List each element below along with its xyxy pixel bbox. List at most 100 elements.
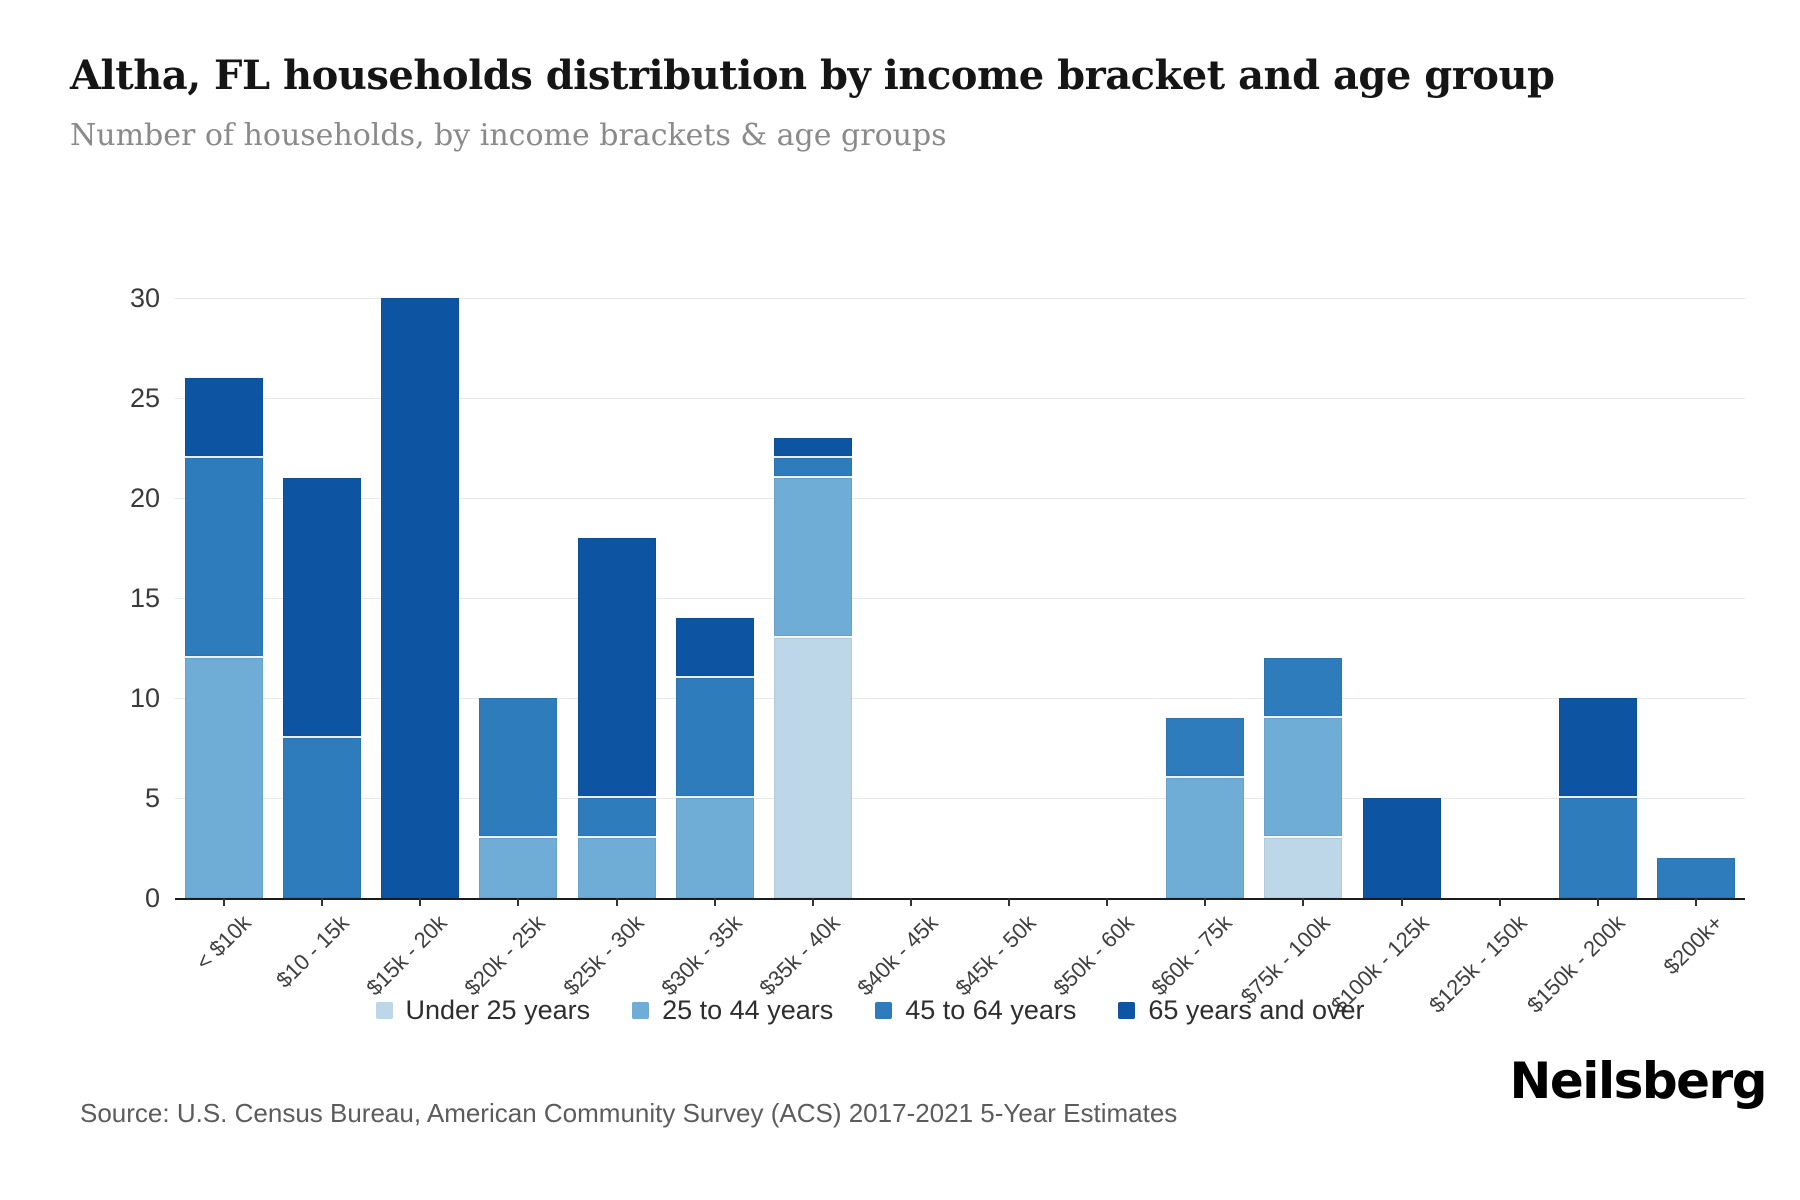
brand-logo: Neilsberg <box>1509 1052 1768 1110</box>
x-axis-tick <box>419 898 422 906</box>
x-axis-tick <box>1596 898 1599 906</box>
bar-segment[interactable] <box>479 698 558 838</box>
legend-item-under-25-years[interactable]: Under 25 years <box>375 995 591 1026</box>
x-axis-tick <box>1400 898 1403 906</box>
bar-segment[interactable] <box>1558 698 1637 798</box>
legend-label: 65 years and over <box>1148 995 1365 1025</box>
y-axis: 0 5 10 15 20 25 30 <box>40 283 160 913</box>
bar-segment[interactable] <box>1264 658 1343 718</box>
bar-segment[interactable] <box>773 478 852 638</box>
bar-segment[interactable] <box>1264 838 1343 898</box>
source-text: Source: U.S. Census Bureau, American Com… <box>80 1098 1178 1128</box>
bar-segment[interactable] <box>1166 778 1245 898</box>
legend-item-25-to-44-years[interactable]: 25 to 44 years <box>632 995 833 1026</box>
bar-column <box>1264 658 1343 898</box>
legend-swatch <box>375 1002 393 1019</box>
bar-segment[interactable] <box>773 638 852 898</box>
x-axis-tick <box>321 898 324 906</box>
x-axis-tick <box>909 898 912 906</box>
x-axis-tick <box>223 898 226 906</box>
x-axis-label: $40k - 45k <box>852 910 943 1001</box>
gridline <box>175 398 1745 399</box>
x-axis-tick <box>1498 898 1501 906</box>
gridline <box>175 598 1745 599</box>
legend-swatch <box>875 1002 893 1019</box>
y-axis-tick-label: 25 <box>129 383 160 413</box>
x-axis-label: $25k - 30k <box>557 910 649 1001</box>
x-axis-tick <box>1204 898 1207 906</box>
bar-column <box>185 378 264 898</box>
x-axis-label: $60k - 75k <box>1146 910 1237 1001</box>
bar-column <box>1558 698 1637 898</box>
bar-segment[interactable] <box>773 438 852 458</box>
y-axis-tick-label: 5 <box>144 783 160 813</box>
bar-segment[interactable] <box>675 678 754 798</box>
bar-segment[interactable] <box>1264 718 1343 838</box>
bar-column <box>1166 718 1245 898</box>
x-axis-tick <box>1302 898 1305 906</box>
x-axis-tick <box>713 898 716 906</box>
gridline <box>175 498 1745 499</box>
bar-column <box>675 618 754 898</box>
bar-segment[interactable] <box>381 298 460 898</box>
x-axis-tick <box>517 898 520 906</box>
legend-swatch <box>1118 1002 1136 1019</box>
y-axis-tick-label: 0 <box>144 883 160 913</box>
gridline <box>175 298 1745 299</box>
bar-segment[interactable] <box>577 838 656 898</box>
x-axis-label: $35k - 40k <box>754 910 845 1001</box>
y-axis-tick-label: 30 <box>129 283 160 313</box>
bar-column <box>773 438 852 898</box>
gridline <box>175 698 1745 699</box>
x-axis-tick <box>615 898 618 906</box>
bar-segment[interactable] <box>185 378 264 458</box>
y-axis-tick-label: 15 <box>129 583 160 613</box>
x-axis-tick <box>1694 898 1697 906</box>
bar-segment[interactable] <box>1558 798 1637 898</box>
bar-column <box>283 478 362 898</box>
x-axis-label: $20k - 25k <box>459 910 551 1001</box>
bar-segment[interactable] <box>185 458 264 658</box>
x-axis-label: $50k - 60k <box>1048 910 1139 1001</box>
x-axis-label: $45k - 50k <box>950 910 1041 1001</box>
bar-segment[interactable] <box>1166 718 1245 778</box>
gridline <box>175 798 1745 799</box>
y-axis-tick-label: 20 <box>129 483 160 513</box>
bar-segment[interactable] <box>577 538 656 798</box>
bar-column <box>577 538 656 898</box>
chart-subtitle: Number of households, by income brackets… <box>70 118 947 153</box>
x-axis-label: < $10k <box>190 910 256 975</box>
x-axis-label: $200k+ <box>1658 910 1728 980</box>
bar-segment[interactable] <box>283 478 362 738</box>
chart-title: Altha, FL households distribution by inc… <box>70 52 1555 99</box>
x-axis-label: $10 - 15k <box>271 910 354 993</box>
bar-segment[interactable] <box>773 458 852 478</box>
x-axis-label: $15k - 20k <box>361 910 452 1001</box>
y-axis-tick-label: 10 <box>129 683 160 713</box>
x-axis-tick <box>811 898 814 906</box>
legend: Under 25 years 25 to 44 years 45 to 64 yea… <box>0 995 1740 1026</box>
bar-column <box>381 298 460 898</box>
legend-label: 25 to 44 years <box>662 995 834 1025</box>
bar-segment[interactable] <box>675 798 754 898</box>
bar-segment[interactable] <box>479 838 558 898</box>
bar-column <box>479 698 558 898</box>
bar-segment[interactable] <box>283 738 362 898</box>
legend-swatch <box>632 1002 650 1019</box>
legend-item-45-to-64-years[interactable]: 45 to 64 years <box>875 995 1076 1026</box>
bar-segment[interactable] <box>675 618 754 678</box>
x-axis-label: $30k - 35k <box>656 910 747 1001</box>
bar-column <box>1656 858 1735 898</box>
bar-segment[interactable] <box>1362 798 1441 898</box>
legend-item-65-years-and-over[interactable]: 65 years and over <box>1118 995 1365 1026</box>
plot-area: < $10k $10 - 15k $15k - 20k $20k - 25k $25k … <box>175 298 1745 1018</box>
bar-column <box>1362 798 1441 898</box>
legend-label: 45 to 64 years <box>905 995 1077 1025</box>
bar-segment[interactable] <box>1656 858 1735 898</box>
bar-segment[interactable] <box>185 658 264 898</box>
x-axis-tick <box>1008 898 1011 906</box>
bar-segment[interactable] <box>577 798 656 838</box>
legend-label: Under 25 years <box>405 995 591 1025</box>
x-axis-tick <box>1106 898 1109 906</box>
